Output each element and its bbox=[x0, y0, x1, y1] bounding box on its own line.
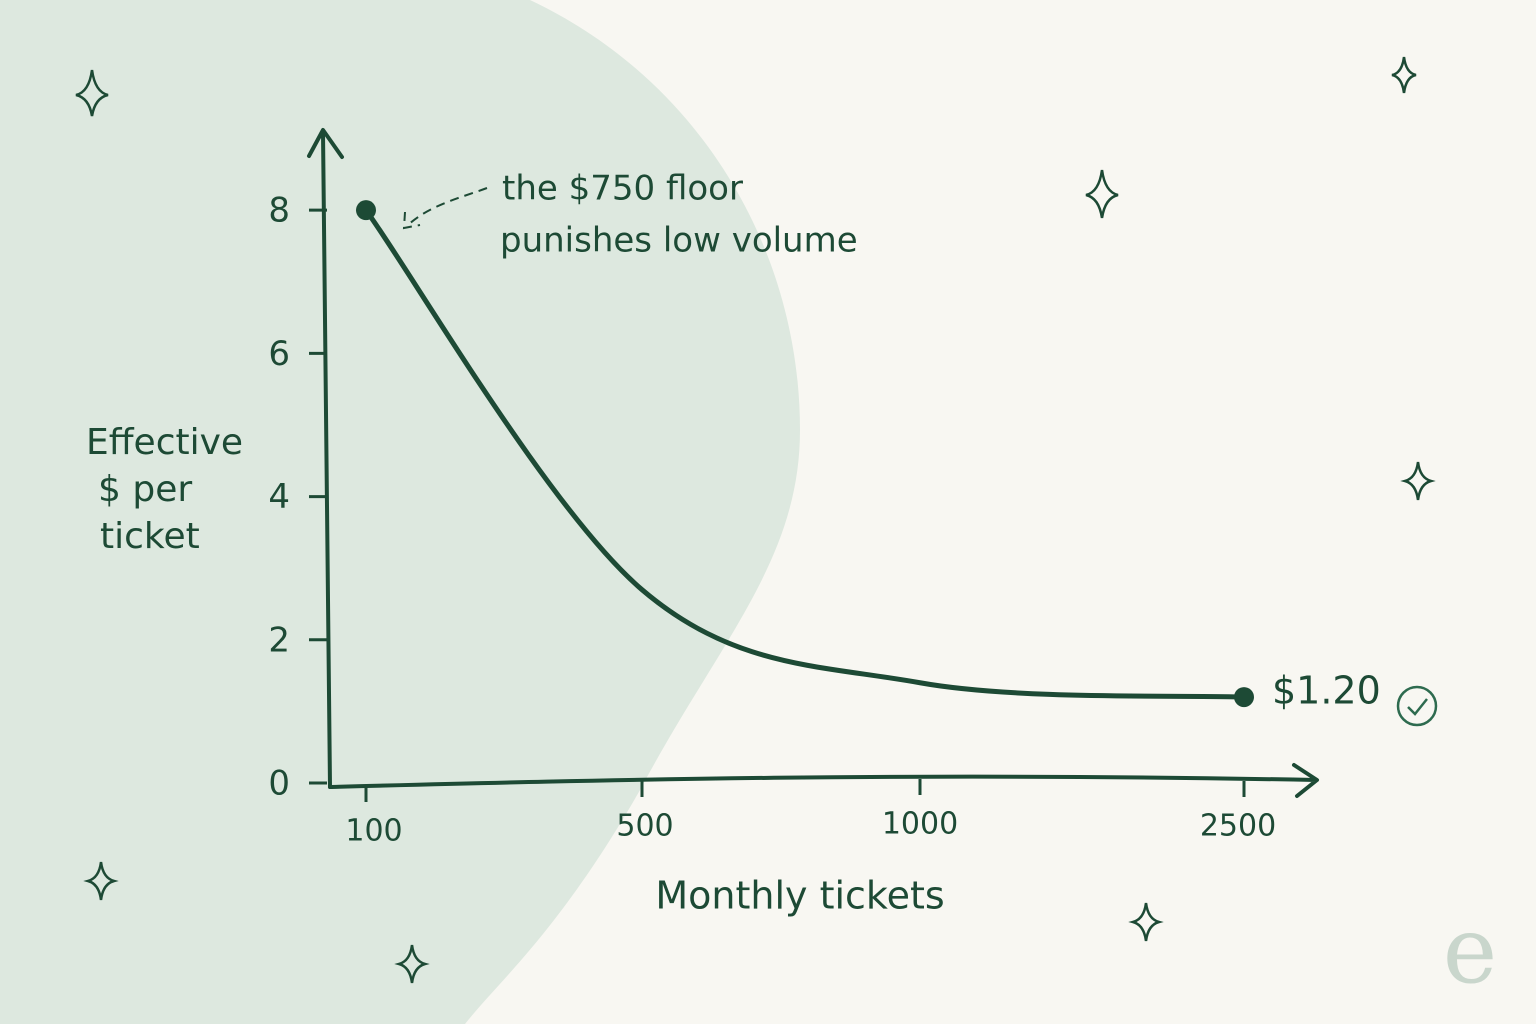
sparkle bbox=[83, 861, 119, 901]
sparkle bbox=[75, 69, 109, 117]
y-tick-label: 4 bbox=[268, 477, 290, 517]
x-tick-label: 1000 bbox=[882, 807, 958, 842]
annotation-arrow bbox=[402, 187, 488, 230]
sparkle bbox=[1128, 902, 1164, 942]
y-axis-label: ticket bbox=[100, 516, 200, 557]
end-point bbox=[1234, 687, 1254, 708]
sparkle bbox=[1391, 56, 1417, 94]
y-axis-label: Effective bbox=[86, 422, 243, 463]
sparkles bbox=[75, 56, 1436, 984]
x-tick-label: 500 bbox=[616, 809, 673, 844]
y-tick-label: 6 bbox=[268, 334, 290, 374]
y-axis bbox=[307, 128, 344, 789]
annotation-line: punishes low volume bbox=[500, 221, 858, 261]
logo: e bbox=[1443, 897, 1497, 1004]
y-tick-label: 2 bbox=[268, 620, 290, 660]
x-axis bbox=[328, 763, 1319, 798]
sparkle bbox=[1085, 169, 1119, 219]
x-tick-label: 2500 bbox=[1200, 809, 1276, 844]
end-point bbox=[356, 200, 376, 221]
axes bbox=[307, 128, 1319, 798]
sparkle bbox=[394, 944, 430, 984]
sparkle bbox=[1400, 461, 1436, 501]
check-icon bbox=[1396, 685, 1438, 727]
check-mark bbox=[1407, 698, 1428, 716]
value-label: $1.20 bbox=[1272, 669, 1381, 713]
x-tick-label: 100 bbox=[345, 814, 402, 849]
background-blob bbox=[0, 0, 800, 1024]
y-tick-label: 8 bbox=[268, 191, 290, 231]
y-tick-label: 0 bbox=[268, 764, 290, 804]
line bbox=[363, 207, 1247, 700]
y-axis-label: $ per bbox=[98, 469, 192, 510]
x-axis-label: Monthly tickets bbox=[655, 874, 944, 918]
annotation-line: the $750 floor bbox=[502, 169, 743, 209]
